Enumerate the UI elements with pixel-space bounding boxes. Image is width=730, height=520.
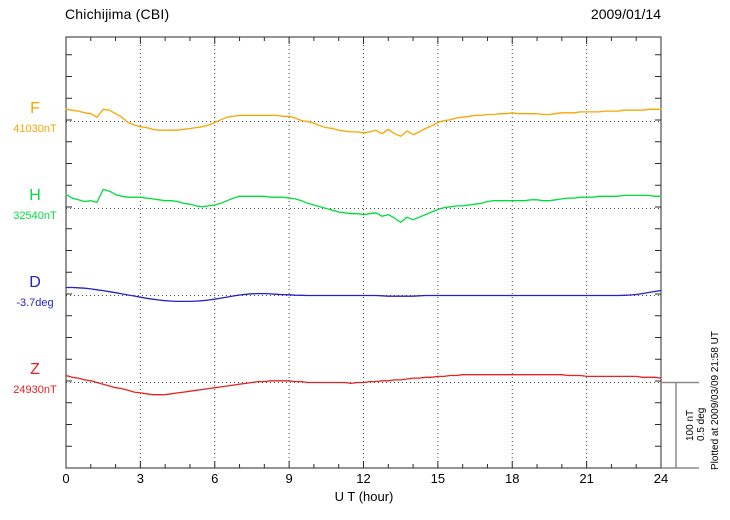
x-tick-label: 18 — [505, 471, 520, 486]
x-axis-title: U T (hour) — [334, 489, 394, 504]
x-tick-label: 0 — [62, 471, 70, 486]
x-tick-label: 3 — [136, 471, 144, 486]
axis-ticks — [66, 37, 661, 468]
channel-label-d: D — [29, 274, 41, 291]
scalebar-label-nt: 100 nT — [685, 409, 696, 441]
x-tick-label: 21 — [579, 471, 594, 486]
plot-date: 2009/01/14 — [590, 6, 661, 22]
scalebar-label-deg: 0.5 deg — [696, 407, 707, 441]
channel-label-f: F — [30, 100, 40, 117]
scalebar-label: 100 nT 0.5 deg — [685, 408, 707, 441]
x-tick-label: 24 — [653, 471, 669, 486]
channel-label-z: Z — [30, 361, 40, 378]
x-tick-label: 12 — [356, 471, 371, 486]
x-tick-label: 9 — [285, 471, 293, 486]
trace-d — [65, 286, 662, 303]
x-tick-label: 15 — [430, 471, 446, 486]
channel-base-h: 32540nT — [13, 210, 57, 222]
scale-bar — [661, 381, 699, 469]
channel-base-f: 41030nT — [13, 123, 57, 135]
trace-z — [65, 374, 662, 396]
channel-base-z: 24930nT — [13, 384, 57, 396]
channel-label-h: H — [29, 187, 41, 204]
station-title: Chichijima (CBI) — [65, 6, 170, 22]
trace-f — [65, 108, 662, 137]
trace-h — [65, 188, 662, 224]
plotted-at-note: Plotted at 2009/03/09 21:58 UT — [710, 331, 721, 470]
grid-lines — [66, 37, 661, 468]
x-tick-label: 6 — [211, 471, 219, 486]
channel-base-d: -3.7deg — [16, 297, 54, 309]
